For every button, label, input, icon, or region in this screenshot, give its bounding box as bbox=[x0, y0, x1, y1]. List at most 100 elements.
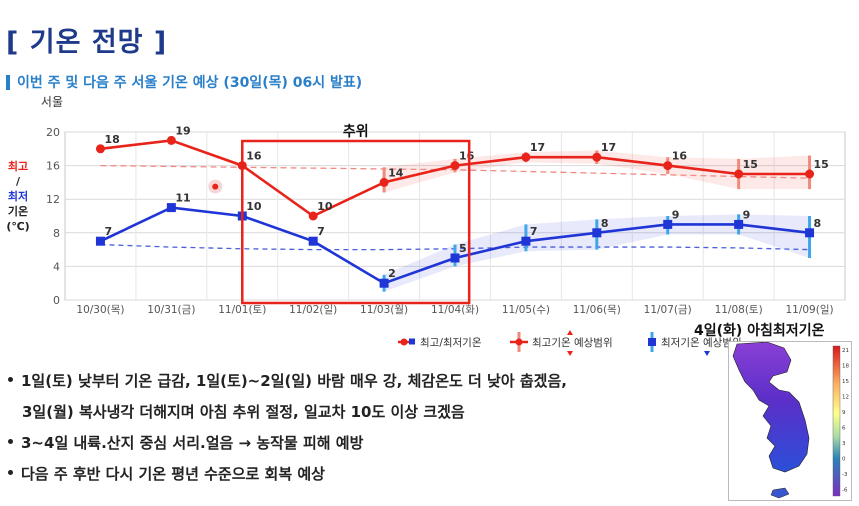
max-temp-point bbox=[379, 177, 389, 187]
min-temp-point bbox=[592, 228, 602, 238]
data-label: 11 bbox=[175, 192, 190, 205]
data-label: 17 bbox=[530, 141, 545, 154]
bullet-item: 1일(토) 낮부터 기온 급감, 1일(토)~2일(일) 바람 매우 강, 체감… bbox=[8, 366, 728, 397]
y-tick-label: 0 bbox=[53, 294, 60, 307]
y-tick-label: 20 bbox=[46, 126, 60, 139]
legend-min-marker bbox=[648, 338, 656, 346]
y-tick-label: 8 bbox=[53, 227, 60, 240]
y-tick-label: 16 bbox=[46, 160, 60, 173]
x-tick-label: 11/01(토) bbox=[218, 304, 266, 316]
y-tick-label: 4 bbox=[53, 260, 60, 273]
data-label: 8 bbox=[814, 217, 822, 230]
highlight-label: 추위 bbox=[343, 124, 369, 140]
x-tick-label: 11/07(금) bbox=[644, 304, 692, 316]
bullet-item: 다음 주 후반 다시 기온 평년 수준으로 회복 예상 bbox=[8, 459, 728, 490]
x-tick-label: 10/30(목) bbox=[76, 304, 124, 316]
min-temp-point bbox=[734, 219, 744, 229]
bullet-dot bbox=[8, 439, 13, 444]
x-tick-label: 10/31(금) bbox=[147, 304, 195, 316]
min-range-band bbox=[384, 214, 810, 292]
bullet-text: 3~4일 내륙.산지 중심 서리.얼음 → 농작물 피해 예방 bbox=[21, 434, 364, 452]
map-scale-label: 15 bbox=[842, 379, 849, 385]
y-tick-label: 12 bbox=[46, 193, 60, 206]
inset-map: 21 18 15 12 9 6 3 0 -3 -6 bbox=[728, 341, 852, 501]
data-label: 16 bbox=[459, 150, 475, 163]
korea-map-image: 21 18 15 12 9 6 3 0 -3 -6 bbox=[732, 341, 849, 499]
min-temp-point bbox=[450, 253, 460, 263]
bullet-text: 3일(월) 복사냉각 더해지며 아침 추위 절정, 일교차 10도 이상 크겠음 bbox=[22, 403, 465, 421]
y-axis-label-line: 최저 bbox=[8, 189, 28, 203]
data-label: 10 bbox=[317, 200, 333, 213]
x-tick-label: 11/09(일) bbox=[785, 303, 833, 316]
max-temp-point bbox=[592, 152, 602, 162]
page-title: [ 기온 전망 ] bbox=[6, 27, 168, 58]
data-label: 19 bbox=[175, 124, 190, 137]
y-axis-label-line: / bbox=[16, 175, 21, 188]
bullet-text: 1일(토) 낮부터 기온 급감, 1일(토)~2일(일) 바람 매우 강, 체감… bbox=[21, 372, 567, 390]
min-temp-point bbox=[95, 236, 105, 246]
x-tick-label: 11/02(일) bbox=[289, 303, 337, 316]
max-temp-point bbox=[663, 161, 673, 171]
max-temp-point bbox=[734, 169, 744, 179]
map-scale-label: -3 bbox=[842, 472, 848, 478]
max-temp-point bbox=[308, 211, 318, 221]
legend-max-marker bbox=[515, 338, 523, 346]
x-tick-label: 11/08(토) bbox=[715, 304, 763, 316]
legend-label: 최고/최저기온 bbox=[420, 337, 482, 349]
max-temp-point bbox=[95, 144, 105, 154]
data-label: 7 bbox=[530, 225, 538, 238]
legend-max-marker bbox=[400, 338, 408, 346]
min-temp-point bbox=[166, 203, 176, 213]
map-scale-label: 9 bbox=[842, 410, 846, 416]
section-subtitle: 이번 주 및 다음 주 서울 기온 예상 (30일(목) 06시 발표) bbox=[6, 72, 362, 92]
marker-dot bbox=[212, 183, 219, 190]
x-tick-label: 11/03(월) bbox=[360, 304, 408, 316]
subtitle-text: 이번 주 및 다음 주 서울 기온 예상 (30일(목) 06시 발표) bbox=[17, 75, 363, 91]
min-temp-point bbox=[521, 236, 531, 246]
min-temp-point bbox=[308, 236, 318, 246]
legend-label: 최고기온 예상범위 bbox=[532, 336, 613, 349]
max-temp-point bbox=[450, 161, 460, 171]
y-axis-label-line: 기온 bbox=[8, 204, 28, 218]
data-label: 15 bbox=[743, 158, 758, 171]
map-scale-label: -6 bbox=[842, 488, 848, 494]
data-label: 9 bbox=[743, 208, 751, 221]
min-temp-point bbox=[663, 219, 673, 229]
bullet-dot bbox=[8, 377, 13, 382]
region-label: 서울 bbox=[41, 95, 63, 109]
legend-up-arrow bbox=[567, 330, 573, 335]
data-label: 14 bbox=[388, 166, 404, 179]
subtitle-bar bbox=[6, 74, 10, 90]
legend-down-arrow bbox=[567, 351, 573, 356]
data-label: 10 bbox=[246, 200, 262, 213]
highlight-box bbox=[241, 139, 471, 305]
max-temp-point bbox=[166, 135, 176, 145]
min-temp-point bbox=[805, 228, 815, 238]
data-label: 7 bbox=[317, 225, 325, 238]
max-temp-point bbox=[521, 152, 531, 162]
data-label: 18 bbox=[104, 133, 119, 146]
max-temp-point bbox=[805, 169, 815, 179]
map-scale-label: 6 bbox=[842, 426, 846, 432]
map-scale-label: 12 bbox=[842, 395, 849, 401]
y-axis-label-line: (℃) bbox=[6, 220, 29, 233]
x-tick-label: 11/06(목) bbox=[573, 304, 621, 316]
map-scale-label: 18 bbox=[842, 364, 849, 370]
bullet-dot bbox=[8, 470, 13, 475]
inset-map-title: 4일(화) 아침최저기온 bbox=[694, 323, 825, 339]
legend-label: 최저기온 예상범위 bbox=[661, 336, 742, 349]
legend-down-arrow bbox=[704, 351, 710, 356]
legend-min-marker bbox=[409, 338, 415, 345]
x-tick-label: 11/05(수) bbox=[502, 304, 550, 316]
map-scale-label: 21 bbox=[842, 348, 849, 354]
data-label: 15 bbox=[814, 158, 829, 171]
y-axis-label-line: 최고 bbox=[8, 159, 28, 173]
x-tick-label: 11/04(화) bbox=[431, 304, 479, 316]
data-label: 8 bbox=[601, 217, 609, 230]
bullet-text: 다음 주 후반 다시 기온 평년 수준으로 회복 예상 bbox=[21, 465, 325, 483]
map-scale-label: 3 bbox=[842, 441, 846, 447]
bullet-item: 3~4일 내륙.산지 중심 서리.얼음 → 농작물 피해 예방 bbox=[8, 428, 728, 459]
map-scale-label: 0 bbox=[842, 457, 846, 463]
data-label: 16 bbox=[246, 150, 262, 163]
